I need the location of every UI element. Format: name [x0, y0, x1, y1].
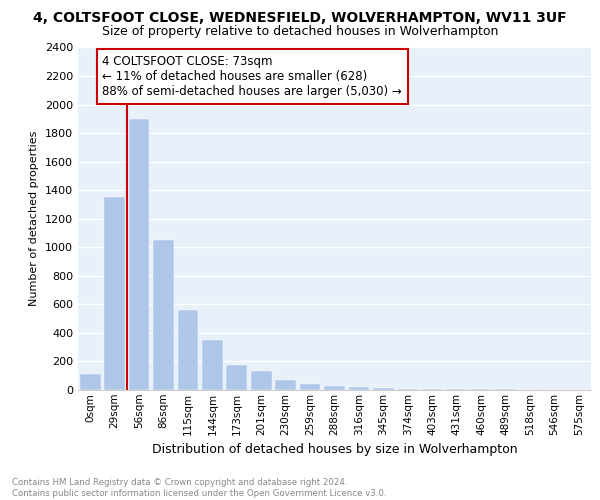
- Bar: [202, 340, 223, 390]
- Y-axis label: Number of detached properties: Number of detached properties: [29, 131, 40, 306]
- Bar: [178, 310, 199, 390]
- Bar: [349, 388, 370, 390]
- Bar: [299, 384, 320, 390]
- Bar: [324, 386, 345, 390]
- Text: Contains HM Land Registry data © Crown copyright and database right 2024.
Contai: Contains HM Land Registry data © Crown c…: [12, 478, 386, 498]
- Bar: [251, 372, 272, 390]
- X-axis label: Distribution of detached houses by size in Wolverhampton: Distribution of detached houses by size …: [152, 443, 517, 456]
- Bar: [373, 388, 394, 390]
- Text: 4, COLTSFOOT CLOSE, WEDNESFIELD, WOLVERHAMPTON, WV11 3UF: 4, COLTSFOOT CLOSE, WEDNESFIELD, WOLVERH…: [33, 12, 567, 26]
- Text: Size of property relative to detached houses in Wolverhampton: Size of property relative to detached ho…: [102, 25, 498, 38]
- Bar: [128, 119, 149, 390]
- Text: 4 COLTSFOOT CLOSE: 73sqm
← 11% of detached houses are smaller (628)
88% of semi-: 4 COLTSFOOT CLOSE: 73sqm ← 11% of detach…: [103, 54, 402, 98]
- Bar: [226, 365, 247, 390]
- Bar: [275, 380, 296, 390]
- Bar: [153, 240, 174, 390]
- Bar: [397, 388, 418, 390]
- Bar: [104, 198, 125, 390]
- Bar: [446, 389, 467, 390]
- Bar: [422, 389, 443, 390]
- Bar: [80, 374, 101, 390]
